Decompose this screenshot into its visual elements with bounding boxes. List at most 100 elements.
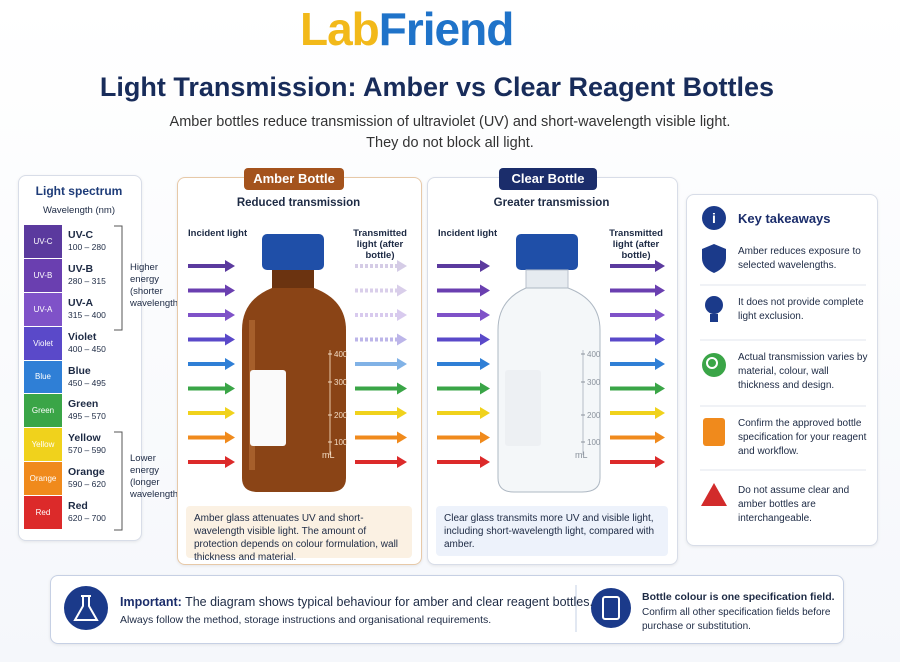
light-arrow <box>437 407 490 419</box>
bracket <box>114 431 123 531</box>
footer-main: Important: The diagram shows typical beh… <box>120 595 593 609</box>
arrow-head <box>655 333 665 346</box>
arrow-head <box>480 456 490 468</box>
light-arrow <box>437 431 490 444</box>
light-arrow <box>610 309 665 321</box>
band-swatch: Violet <box>24 326 62 360</box>
band-name: UV-C <box>68 229 94 241</box>
band-swatch: Green <box>24 394 62 428</box>
arrow-head <box>480 407 490 419</box>
incident-label: Incident light <box>188 228 248 239</box>
clear-bottle <box>497 234 601 493</box>
light-arrow <box>610 260 665 272</box>
footer-label: Important: <box>120 595 182 609</box>
arrow-head <box>655 284 665 297</box>
arrow-head <box>655 382 665 395</box>
band-range: 450 – 495 <box>68 377 106 388</box>
clear-heading: Greater transmission <box>493 197 610 209</box>
band-swatch: Yellow <box>24 428 62 462</box>
light-arrow <box>188 431 235 444</box>
light-arrow <box>437 260 490 272</box>
takeaways-title: Key takeaways <box>738 211 831 226</box>
arrow-head <box>225 333 235 346</box>
scale-label: 300 <box>587 378 601 387</box>
arrow-head <box>225 358 235 370</box>
footer-right-title: Bottle colour is one specification field… <box>642 591 835 603</box>
arrow-head <box>397 260 407 272</box>
amber-heading: Reduced transmission <box>236 197 361 209</box>
band-name: Red <box>68 500 88 513</box>
lower-energy: Lower energy (longer wavelengths) <box>130 453 186 500</box>
band-swatch: UV-C <box>24 225 62 258</box>
subtitle: Amber bottles reduce transmission of ult… <box>169 114 731 130</box>
scale-label: 400 <box>587 350 601 359</box>
logo-second: Friend <box>378 3 515 55</box>
light-arrow <box>610 333 665 346</box>
logo: LabFriend <box>300 2 515 56</box>
clear-note: Clear glass transmits more UV and visibl… <box>436 506 668 556</box>
title: Light Transmission: Amber vs Clear Reage… <box>99 72 775 102</box>
scale-label: 100 <box>587 438 601 447</box>
light-arrow <box>355 456 407 468</box>
takeaway: Confirm the approved bottle specificatio… <box>738 418 867 457</box>
arrow-head <box>225 407 235 419</box>
band-swatch: Red <box>24 496 62 529</box>
light-arrow <box>355 333 407 346</box>
scale-label: mL <box>322 450 335 460</box>
light-arrow <box>188 284 235 297</box>
arrow-head <box>397 333 407 346</box>
subtitle: They do not block all light. <box>366 135 534 151</box>
band-name: Violet <box>68 330 97 343</box>
light-arrow <box>437 358 490 370</box>
band-range: 100 – 280 <box>68 242 106 252</box>
arrow-head <box>480 333 490 346</box>
arrow-head <box>480 284 490 297</box>
arrow-head <box>397 382 407 395</box>
light-arrow <box>355 382 407 395</box>
arrow-head <box>655 456 665 468</box>
light-arrow <box>188 358 235 370</box>
arrow-head <box>225 284 235 297</box>
takeaway: It does not provide complete light exclu… <box>738 297 864 322</box>
light-arrow <box>355 431 407 444</box>
arrow-head <box>655 407 665 419</box>
band-name: Orange <box>68 466 105 479</box>
footer-right-text: Confirm all other specification fields b… <box>642 607 831 632</box>
arrow-head <box>655 309 665 321</box>
light-arrow <box>355 358 407 370</box>
band-swatch: UV-B <box>24 258 62 292</box>
light-arrow <box>188 260 235 272</box>
footer-box <box>50 575 844 644</box>
arrow-head <box>225 309 235 321</box>
amber-bottle <box>242 234 346 492</box>
transmitted-label: Transmitted light (after bottle) <box>609 228 663 261</box>
arrow-head <box>480 431 490 444</box>
light-arrow <box>355 407 407 419</box>
footer-text: The diagram shows typical behaviour for … <box>185 595 593 609</box>
arrow-head <box>480 309 490 321</box>
arrow-head <box>655 431 665 444</box>
spectrum-title: Light spectrum <box>35 184 123 198</box>
light-arrow <box>437 284 490 297</box>
svg-text:i: i <box>712 210 716 226</box>
light-arrow <box>610 382 665 395</box>
band-swatch: Orange <box>24 462 62 496</box>
logo-first: Lab <box>300 3 380 55</box>
light-arrow <box>188 382 235 395</box>
band-name: Yellow <box>68 432 101 445</box>
arrow-head <box>397 284 407 297</box>
transmitted-label: Transmitted light (after bottle) <box>353 228 407 261</box>
light-arrow <box>437 456 490 468</box>
arrow-head <box>655 260 665 272</box>
band-range: 400 – 450 <box>68 343 106 354</box>
scale-label: mL <box>575 450 588 460</box>
takeaway: Do not assume clear and amber bottles ar… <box>738 485 850 524</box>
light-arrow <box>610 456 665 468</box>
scale-label: 100 <box>334 438 348 447</box>
band-range: 590 – 620 <box>68 479 106 490</box>
light-arrow <box>355 260 407 272</box>
light-arrow <box>610 407 665 419</box>
